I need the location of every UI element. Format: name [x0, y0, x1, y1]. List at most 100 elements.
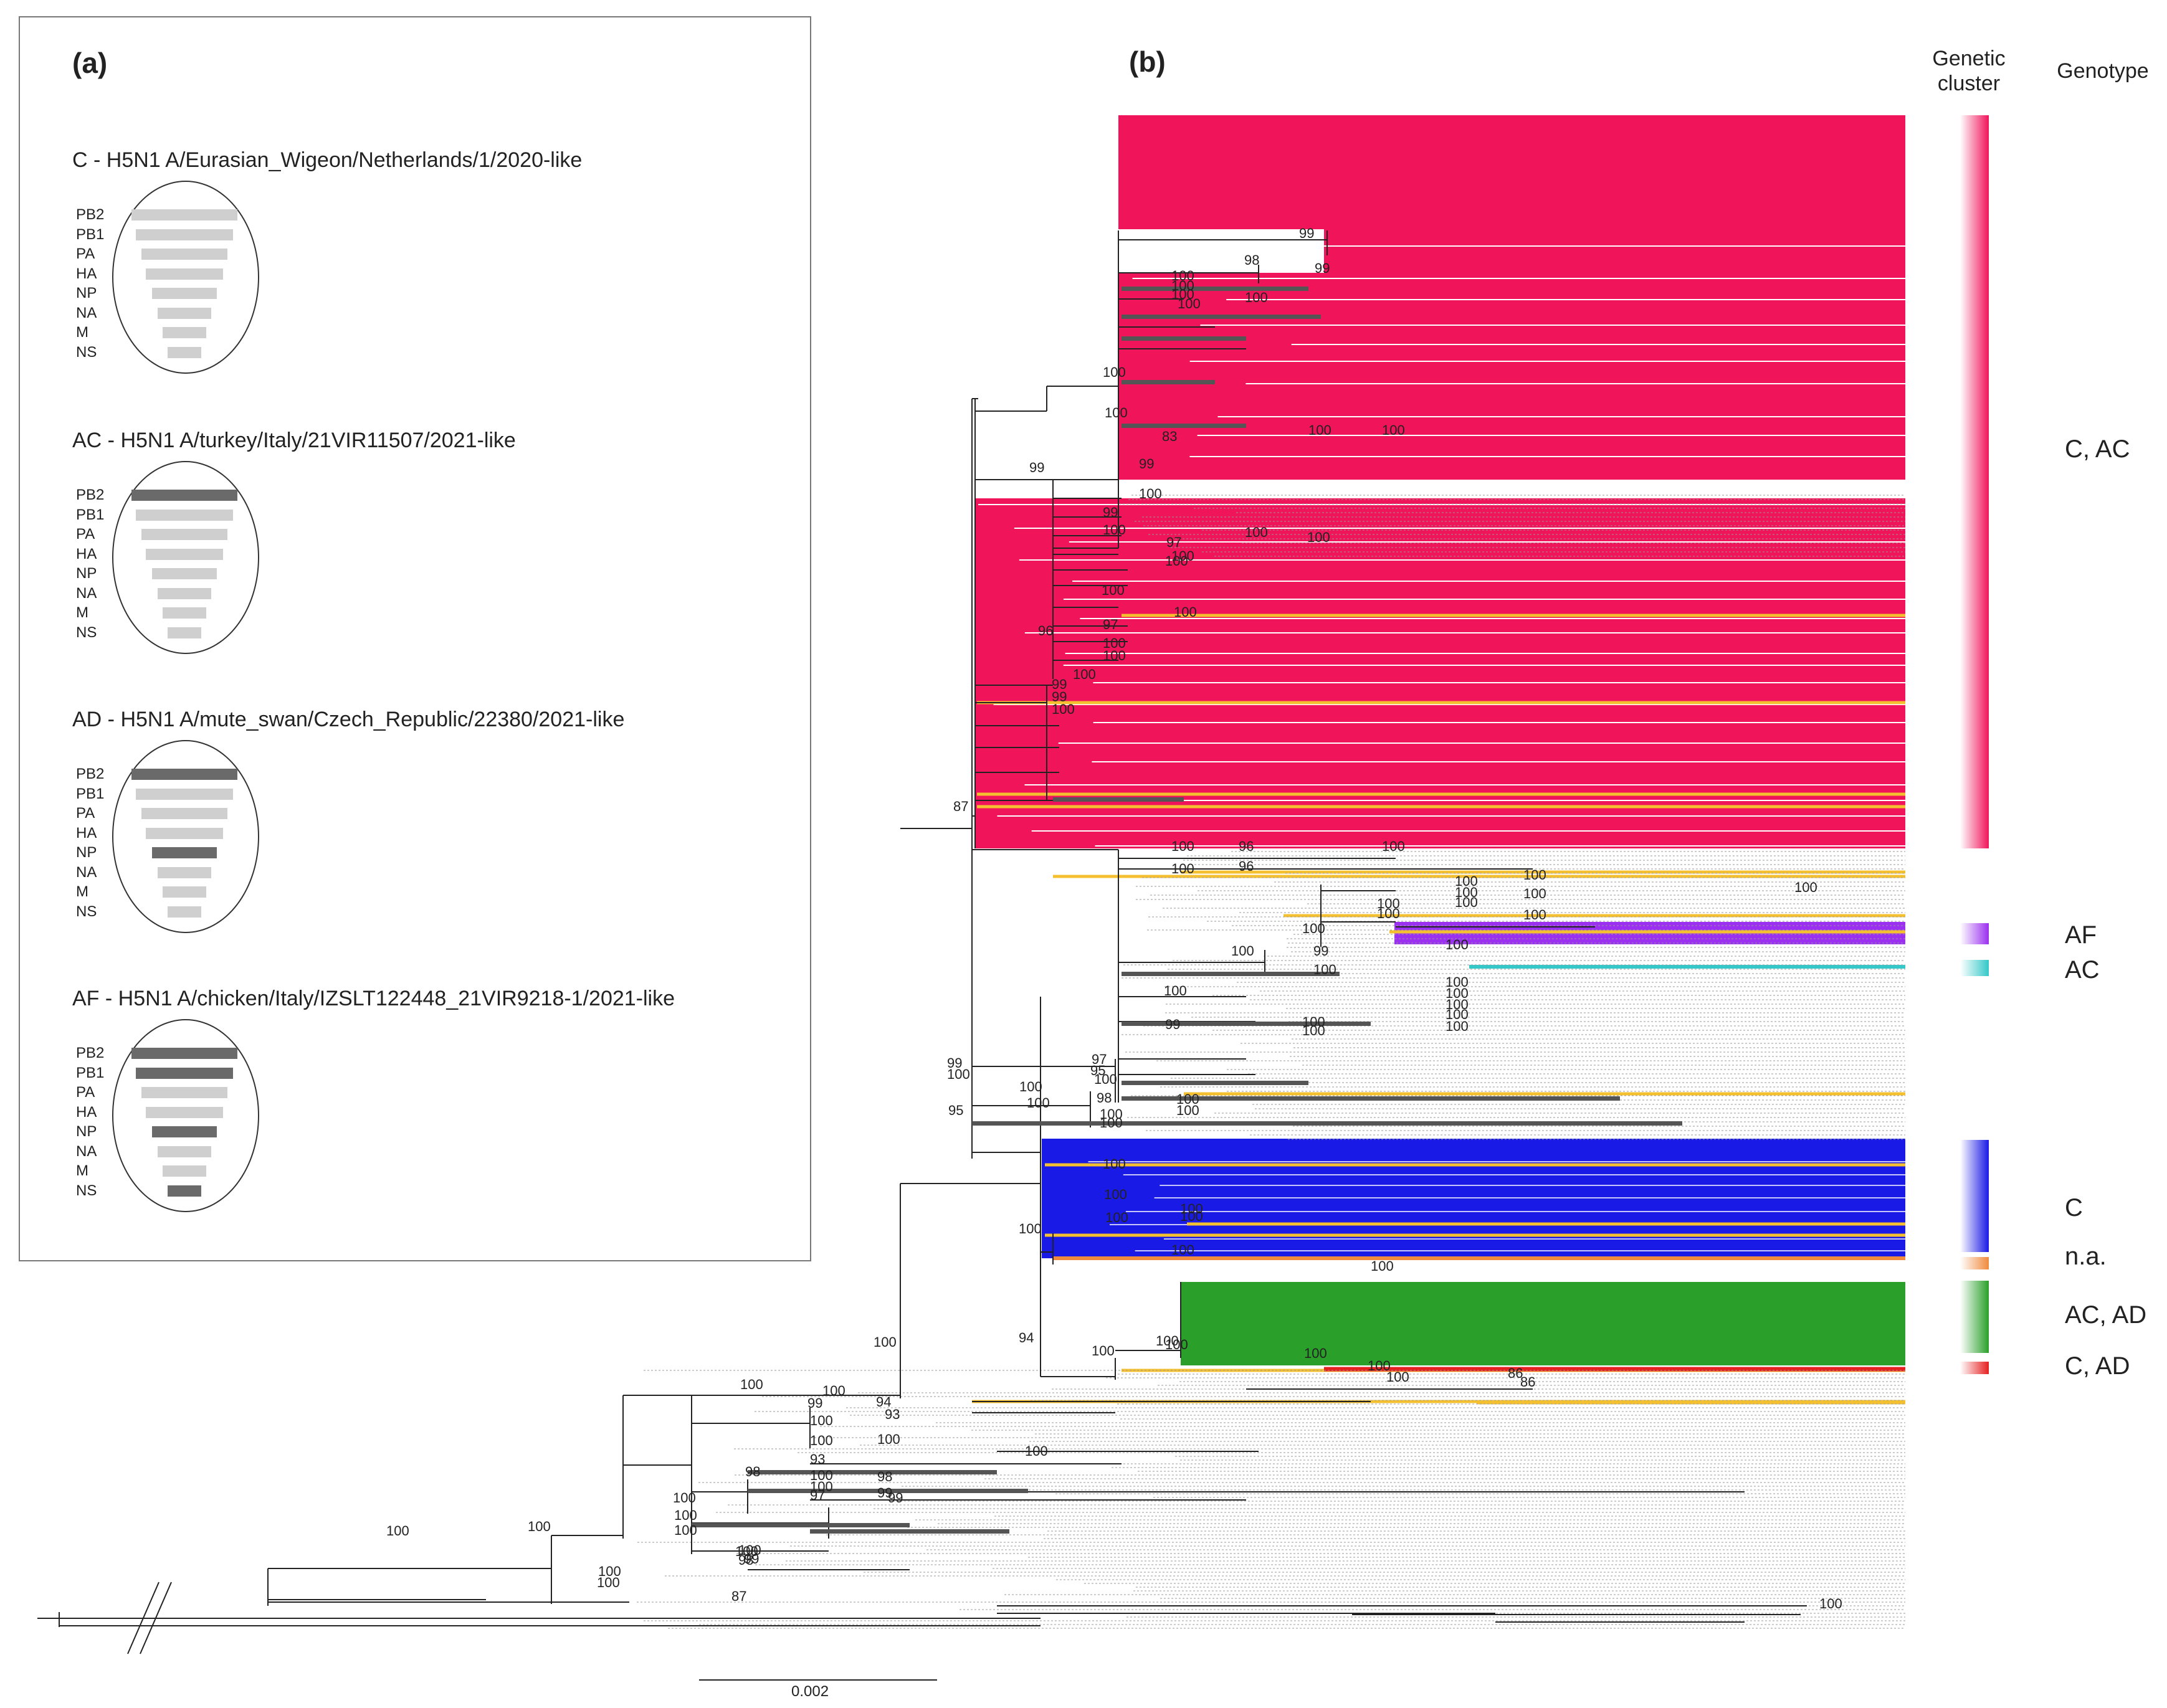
segment-label: M — [76, 604, 88, 621]
segment-label: NP — [76, 285, 97, 301]
genotype-label: n.a. — [2065, 1243, 2107, 1270]
bootstrap-value: 99 — [1029, 460, 1044, 475]
bootstrap-value: 98 — [877, 1469, 892, 1484]
segment-label: HA — [76, 545, 97, 562]
dense-branches — [748, 1489, 1028, 1493]
bootstrap-value: 100 — [1073, 667, 1096, 682]
bootstrap-value: 99 — [1052, 689, 1067, 705]
segment-label: NA — [76, 304, 97, 321]
genome-ellipse — [112, 461, 259, 654]
segment-label: PB2 — [76, 766, 105, 782]
dense-branches — [1122, 1081, 1308, 1085]
bootstrap-value: 99 — [1313, 943, 1328, 959]
segment-bar-pa — [141, 249, 227, 260]
genotype-label: AF — [2065, 921, 2097, 949]
cluster-bar — [1960, 960, 1989, 976]
segment-bar-np — [152, 568, 217, 579]
bootstrap-value: 96 — [1038, 623, 1053, 638]
segment-label: PB1 — [76, 225, 105, 243]
genotype-label: AC, AD — [2065, 1301, 2146, 1329]
segment-label: PA — [76, 526, 95, 543]
bootstrap-value: 100 — [1103, 648, 1126, 663]
bootstrap-value: 100 — [1052, 701, 1075, 717]
bootstrap-value: 99 — [807, 1395, 822, 1411]
bootstrap-value: 99 — [1139, 456, 1154, 472]
bootstrap-value: 100 — [877, 1431, 900, 1447]
bootstrap-value: 94 — [1019, 1330, 1034, 1345]
bootstrap-value: 100 — [874, 1334, 897, 1350]
bootstrap-value: 100 — [1368, 1358, 1391, 1374]
dense-branches — [692, 1523, 910, 1527]
bootstrap-value: 100 — [1139, 486, 1162, 501]
dense-branches — [1122, 315, 1321, 319]
bootstrap-value: 100 — [1178, 296, 1201, 311]
genotype-title: AD - H5N1 A/mute_swan/Czech_Republic/223… — [72, 708, 625, 731]
bootstrap-value: 100 — [1304, 1345, 1327, 1361]
segment-label: PB2 — [76, 486, 105, 503]
segment-label: PA — [76, 805, 95, 822]
bootstrap-value: 100 — [1019, 1221, 1042, 1236]
segment-bar-pb1 — [136, 509, 233, 521]
bootstrap-value: 100 — [1100, 1115, 1123, 1131]
segment-bar-pa — [141, 1087, 227, 1098]
bootstrap-value: 100 — [1171, 287, 1194, 302]
bootstrap-value: 100 — [386, 1523, 409, 1539]
segment-label: HA — [76, 265, 97, 282]
bootstrap-value: 100 — [1245, 524, 1268, 540]
bootstrap-value: 100 — [1455, 885, 1478, 900]
dense-branches — [748, 1470, 997, 1474]
segment-label: NP — [76, 565, 97, 582]
panel-a: (a) C - H5N1 A/Eurasian_Wigeon/Netherlan… — [19, 16, 811, 1261]
bootstrap-value: 97 — [810, 1487, 825, 1503]
bootstrap-value: 100 — [673, 1490, 696, 1506]
segment-label: NS — [76, 1182, 97, 1199]
bootstrap-value: 100 — [1176, 1091, 1199, 1107]
segment-label: NP — [76, 844, 97, 861]
bootstrap-value: 100 — [1445, 985, 1469, 1001]
segment-bar-pb1 — [136, 229, 233, 240]
bootstrap-value: 100 — [1445, 1018, 1469, 1034]
clade-gap — [1118, 229, 1324, 273]
bootstrap-value: 100 — [1445, 974, 1469, 990]
bootstrap-value: 99 — [1165, 1017, 1180, 1032]
bootstrap-value: 93 — [810, 1451, 825, 1467]
genotype-title: AF - H5N1 A/chicken/Italy/IZSLT122448_21… — [72, 987, 675, 1010]
bootstrap-value: 100 — [1176, 1103, 1199, 1118]
segment-label: M — [76, 324, 88, 341]
bootstrap-value: 93 — [885, 1407, 900, 1422]
bootstrap-value: 100 — [1819, 1596, 1842, 1611]
segment-label: HA — [76, 824, 97, 842]
bootstrap-value: 99 — [744, 1551, 759, 1567]
bootstrap-value: 100 — [1794, 880, 1817, 895]
bootstrap-value: 100 — [1103, 635, 1126, 651]
bootstrap-value: 100 — [1302, 921, 1325, 936]
bootstrap-value: 100 — [1455, 873, 1478, 889]
segment-bar-ha — [146, 268, 223, 280]
segment-bar-pb2 — [131, 209, 237, 221]
dense-branches — [1122, 336, 1246, 341]
genotype-title: AC - H5N1 A/turkey/Italy/21VIR11507/2021… — [72, 429, 516, 452]
bootstrap-value: 96 — [1239, 858, 1254, 874]
cluster-bar — [1960, 923, 1989, 944]
segment-bar-np — [152, 847, 217, 858]
bootstrap-value: 95 — [948, 1103, 963, 1118]
bootstrap-value: 100 — [1171, 268, 1194, 283]
bootstrap-value: 100 — [1180, 1208, 1203, 1224]
segment-label: NS — [76, 903, 97, 920]
bootstrap-value: 100 — [1445, 1007, 1469, 1022]
bootstrap-value: 100 — [1377, 896, 1400, 911]
bootstrap-value: 99 — [1315, 260, 1330, 276]
segment-label: M — [76, 1162, 88, 1179]
segment-bar-pa — [141, 529, 227, 540]
bootstrap-value: 98 — [1097, 1090, 1112, 1106]
bootstrap-value: 100 — [1302, 1023, 1325, 1038]
bootstrap-value: 100 — [1094, 1071, 1117, 1087]
bootstrap-value: 100 — [1105, 1210, 1128, 1225]
bootstrap-value: 100 — [1386, 1369, 1409, 1385]
dense-branches — [972, 1121, 1682, 1126]
bootstrap-value: 100 — [1231, 943, 1254, 959]
bootstrap-value: 100 — [1092, 1343, 1115, 1359]
bootstrap-value: 100 — [1103, 364, 1126, 380]
bootstrap-value: 100 — [1171, 1242, 1194, 1258]
